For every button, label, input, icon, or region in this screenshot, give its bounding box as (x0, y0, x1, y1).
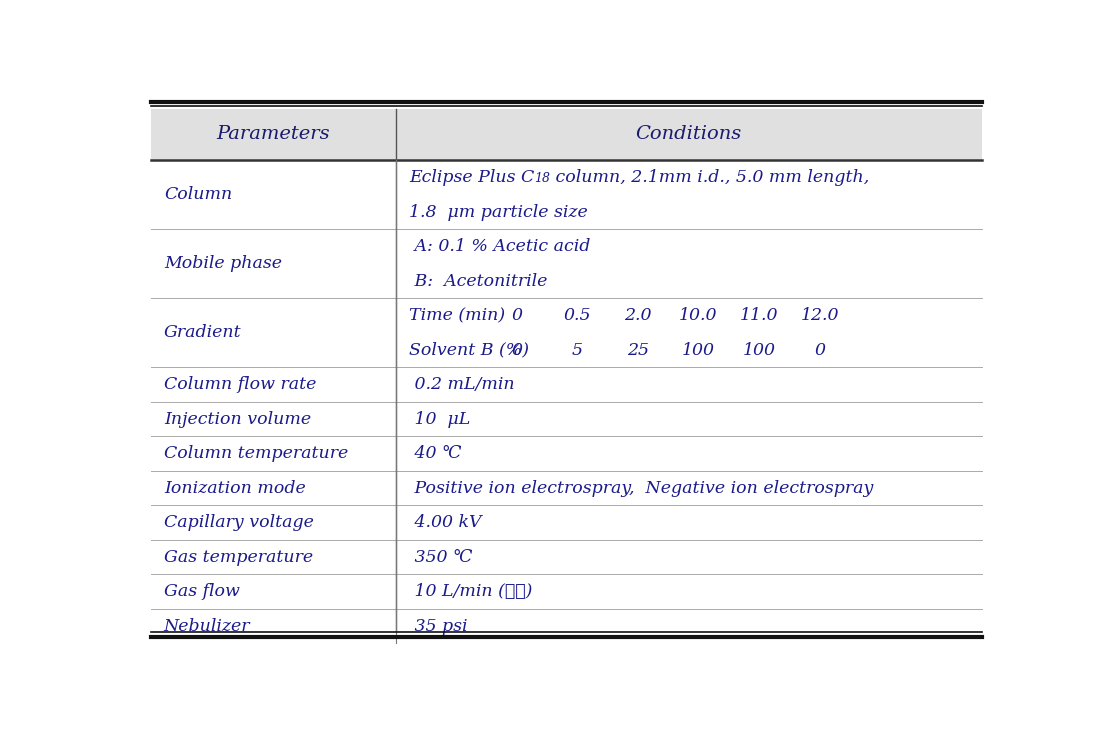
Text: Capillary voltage: Capillary voltage (164, 514, 314, 531)
Text: 350 ℃: 350 ℃ (409, 548, 472, 566)
Text: Solvent B (%): Solvent B (%) (409, 341, 529, 358)
Bar (151, 230, 981, 298)
Text: 40 ℃: 40 ℃ (409, 445, 462, 462)
Text: Column: Column (164, 186, 232, 203)
Bar (151, 402, 981, 436)
Text: 10 L/min (질소): 10 L/min (질소) (409, 583, 533, 600)
Bar (151, 575, 981, 609)
Text: Nebulizer: Nebulizer (164, 618, 251, 635)
Bar (151, 436, 981, 471)
Text: 0: 0 (511, 307, 522, 324)
Text: Column temperature: Column temperature (164, 445, 348, 462)
Text: Ionization mode: Ionization mode (164, 480, 306, 496)
Text: column, 2.1mm i.d., 5.0 mm length,: column, 2.1mm i.d., 5.0 mm length, (550, 169, 870, 186)
Text: B:  Acetonitrile: B: Acetonitrile (409, 273, 547, 289)
Text: Gradient: Gradient (164, 325, 241, 341)
Bar (151, 108, 981, 160)
Text: Injection volume: Injection volume (164, 411, 311, 428)
Bar (151, 160, 981, 230)
Text: Gas flow: Gas flow (164, 583, 240, 600)
Text: 2.0: 2.0 (624, 307, 652, 324)
Text: Eclipse Plus C: Eclipse Plus C (409, 169, 534, 186)
Bar (151, 539, 981, 575)
Text: 1.8  μm particle size: 1.8 μm particle size (409, 203, 588, 221)
Text: 25: 25 (627, 341, 649, 358)
Text: 5: 5 (571, 341, 582, 358)
Text: 10  μL: 10 μL (409, 411, 470, 428)
Text: Conditions: Conditions (635, 126, 741, 143)
Text: Time (min): Time (min) (409, 307, 505, 324)
Text: 0: 0 (511, 341, 522, 358)
Text: 4.00 kV: 4.00 kV (409, 514, 482, 531)
Text: Mobile phase: Mobile phase (164, 255, 282, 272)
Text: 12.0: 12.0 (800, 307, 839, 324)
Bar (151, 505, 981, 539)
Text: 0.5: 0.5 (564, 307, 591, 324)
Bar (151, 471, 981, 505)
Text: 11.0: 11.0 (739, 307, 778, 324)
Text: 0.2 mL/min: 0.2 mL/min (409, 376, 515, 393)
Text: 35 psi: 35 psi (409, 618, 467, 635)
Text: 10.0: 10.0 (680, 307, 717, 324)
Text: Positive ion electrospray,  Negative ion electrospray: Positive ion electrospray, Negative ion … (409, 480, 873, 496)
Text: 100: 100 (743, 341, 776, 358)
Text: 18: 18 (534, 173, 550, 185)
Bar (151, 298, 981, 367)
Text: 100: 100 (682, 341, 715, 358)
Text: A: 0.1 % Acetic acid: A: 0.1 % Acetic acid (409, 238, 590, 255)
Text: Column flow rate: Column flow rate (164, 376, 316, 393)
Text: 0: 0 (814, 341, 825, 358)
Bar (151, 609, 981, 643)
Bar (151, 367, 981, 402)
Text: Gas temperature: Gas temperature (164, 548, 313, 566)
Text: Parameters: Parameters (217, 126, 330, 143)
